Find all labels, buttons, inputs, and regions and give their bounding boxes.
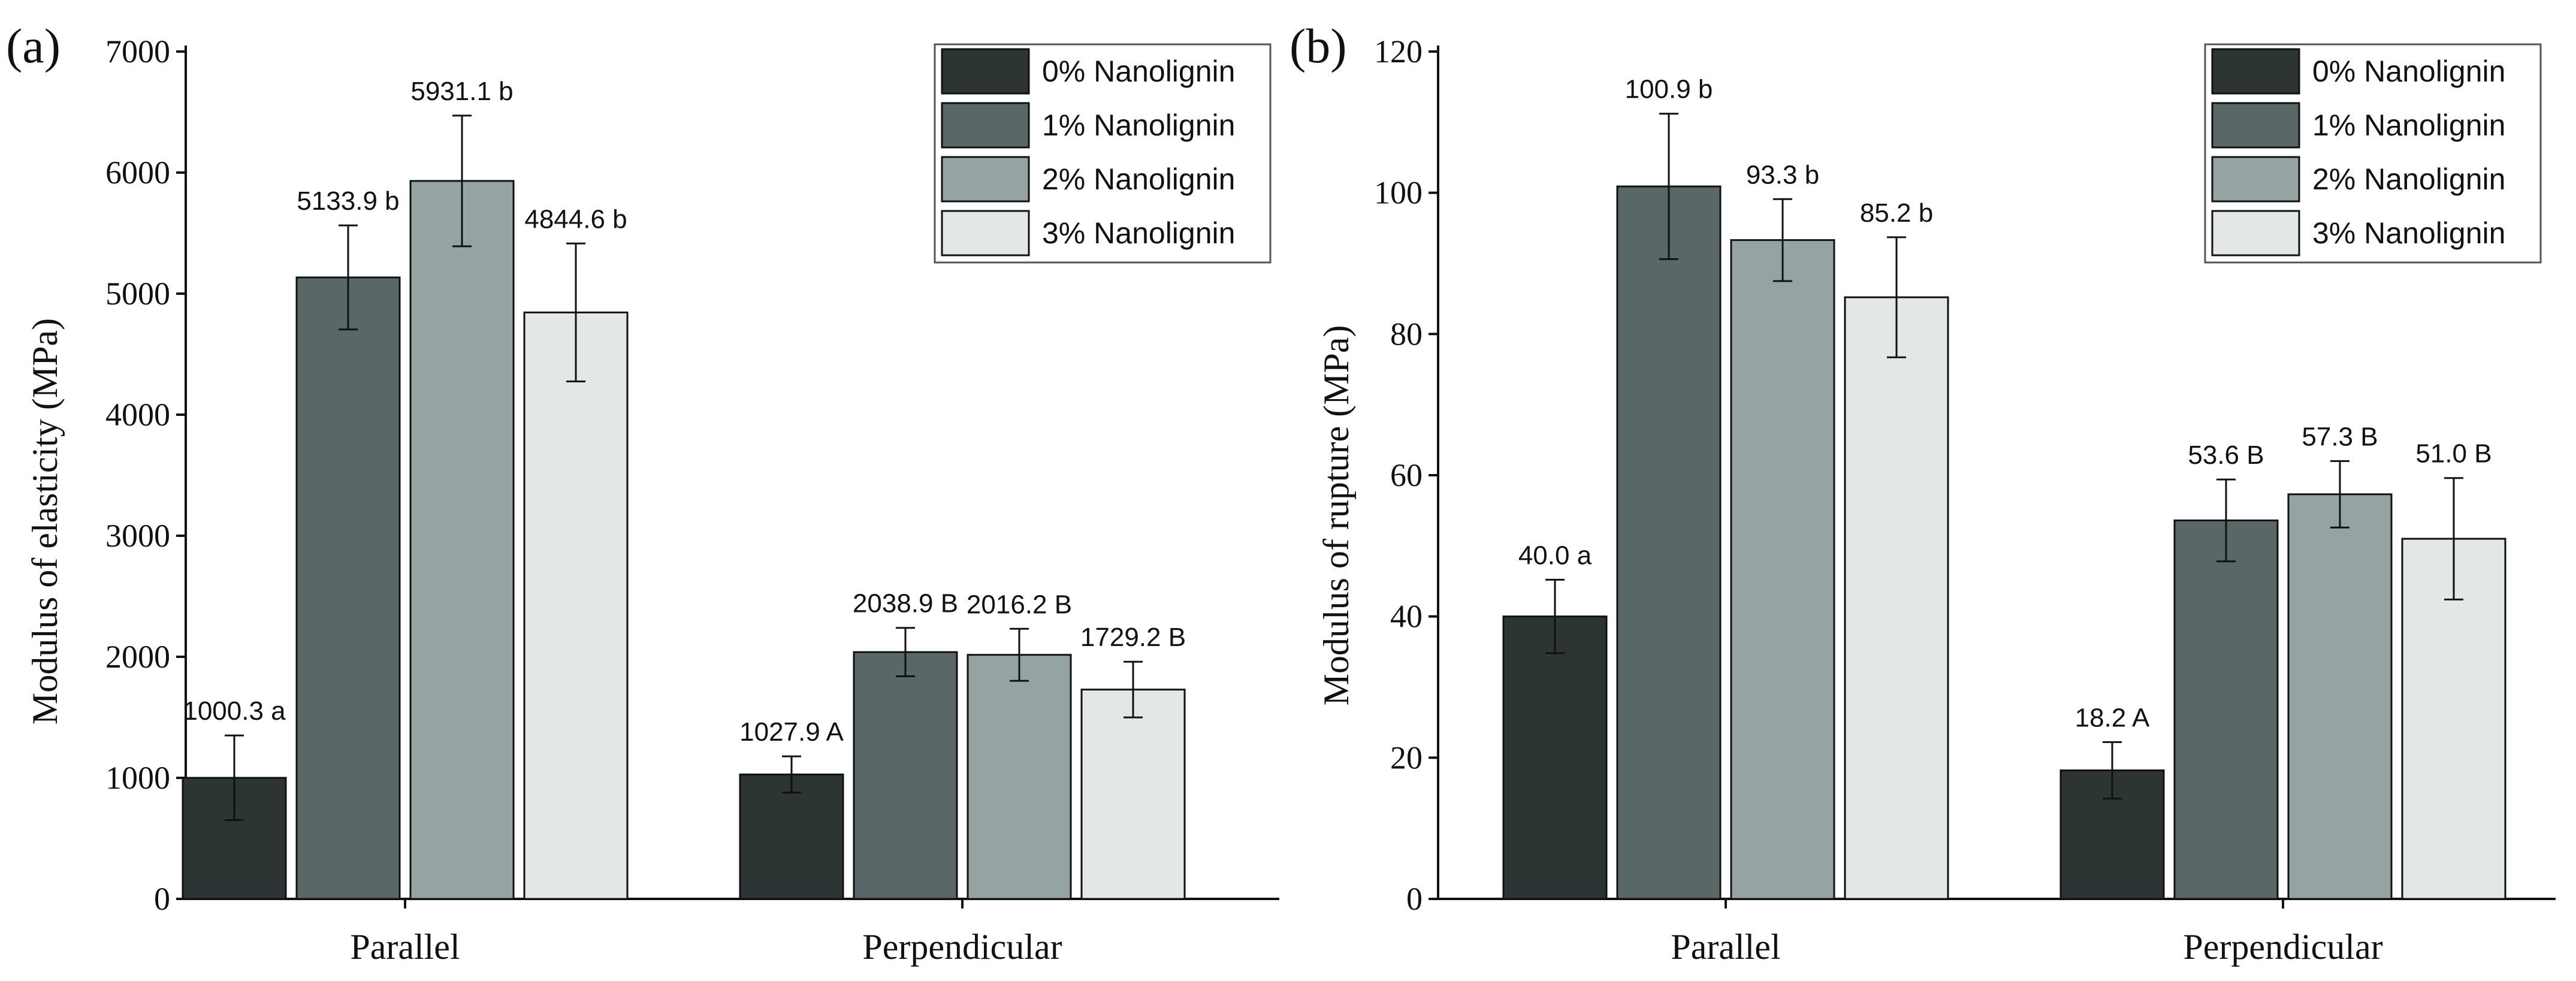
panel-a-bar-perpendicular-0pct-nanolignin bbox=[739, 773, 844, 900]
panel-b-bar-parallel-1pct-nanolignin bbox=[1616, 185, 1722, 900]
panel-b-y-tick-label: 40 bbox=[1390, 599, 1423, 635]
panel-b-y-tick-label: 20 bbox=[1390, 739, 1423, 775]
panel-b-data-label: 51.0 B bbox=[2415, 439, 2492, 469]
panel-a-label: (a) bbox=[6, 19, 61, 73]
panel-a-legend-swatch-1pct-nanolignin bbox=[941, 102, 1030, 149]
panel-a-bar-parallel-2pct-nanolignin bbox=[409, 180, 515, 900]
panel-b-y-tick-label: 100 bbox=[1374, 175, 1423, 211]
panel-a-y-tick-label: 3000 bbox=[105, 518, 170, 554]
panel-b-data-label: 18.2 A bbox=[2075, 703, 2150, 732]
panel-b-y-tick-label: 60 bbox=[1390, 457, 1423, 493]
panel-b-legend-swatch-3pct-nanolignin bbox=[2211, 210, 2300, 256]
panel-b-bar-parallel-0pct-nanolignin bbox=[1502, 615, 1608, 900]
panel-a-data-label: 5931.1 b bbox=[410, 77, 513, 106]
panel-b-legend-swatch-0pct-nanolignin bbox=[2211, 48, 2300, 95]
panel-a-data-label: 1027.9 A bbox=[739, 717, 844, 747]
panel-a-category-label-perpendicular: Perpendicular bbox=[862, 927, 1062, 967]
panel-b-bar-parallel-2pct-nanolignin bbox=[1730, 239, 1835, 900]
panel-a-category-label-parallel: Parallel bbox=[350, 927, 460, 967]
panel-a-legend-label-1pct-nanolignin: 1% Nanolignin bbox=[1042, 108, 1235, 142]
panel-b-data-label: 57.3 B bbox=[2302, 422, 2378, 451]
panel-a-bar-parallel-1pct-nanolignin bbox=[295, 276, 401, 900]
panel-a-y-tick-label: 2000 bbox=[105, 639, 170, 675]
panel-a-legend-swatch-0pct-nanolignin bbox=[941, 48, 1030, 95]
panel-a-legend-swatch-3pct-nanolignin bbox=[941, 210, 1030, 256]
panel-a-legend-swatch-2pct-nanolignin bbox=[941, 156, 1030, 203]
panel-a-data-label: 4844.6 b bbox=[524, 204, 627, 234]
panel-a-bar-perpendicular-1pct-nanolignin bbox=[853, 651, 958, 900]
panel-a-y-tick-label: 0 bbox=[154, 881, 170, 917]
panel-a-modulus-of-elasticity: (a) Modulus of elasticity (MPa) Parallel… bbox=[6, 19, 1279, 967]
panel-b-data-label: 53.6 B bbox=[2188, 440, 2264, 470]
panel-b-bar-perpendicular-1pct-nanolignin bbox=[2173, 519, 2279, 900]
panel-b-data-label: 93.3 b bbox=[1746, 160, 1819, 189]
panel-b-legend: 0% Nanolignin 1% Nanolignin 2% Nanolignin 3… bbox=[2204, 43, 2542, 264]
panel-b-modulus-of-rupture: (b) Modulus of rupture (MPa) Parallel Pe… bbox=[1289, 19, 2556, 967]
panel-a-bar-perpendicular-3pct-nanolignin bbox=[1080, 689, 1186, 900]
panel-a-data-label: 2016.2 B bbox=[967, 590, 1072, 619]
panel-b-legend-swatch-2pct-nanolignin bbox=[2211, 156, 2300, 203]
panel-b-legend-label-3pct-nanolignin: 3% Nanolignin bbox=[2312, 216, 2505, 250]
panel-a-data-label: 5133.9 b bbox=[297, 186, 399, 216]
panel-a-legend-label-0pct-nanolignin: 0% Nanolignin bbox=[1042, 55, 1235, 88]
panel-b-category-label-parallel: Parallel bbox=[1671, 927, 1780, 967]
panel-a-y-axis-title: Modulus of elasticity (MPa) bbox=[25, 318, 65, 725]
panel-b-bar-parallel-3pct-nanolignin bbox=[1844, 296, 1949, 900]
panel-b-y-tick-label: 80 bbox=[1390, 316, 1423, 352]
panel-b-y-axis-title: Modulus of rupture (MPa) bbox=[1316, 325, 1356, 706]
panel-b-legend-label-1pct-nanolignin: 1% Nanolignin bbox=[2312, 108, 2505, 142]
panel-a-data-label: 2038.9 B bbox=[853, 589, 958, 618]
panel-a-bar-perpendicular-2pct-nanolignin bbox=[967, 654, 1072, 900]
panel-b-legend-swatch-1pct-nanolignin bbox=[2211, 102, 2300, 149]
panel-b-data-label: 85.2 b bbox=[1860, 198, 1933, 228]
panel-b-y-tick-label: 0 bbox=[1406, 881, 1423, 917]
panel-b-legend-label-0pct-nanolignin: 0% Nanolignin bbox=[2312, 55, 2505, 88]
panel-a-data-label: 1729.2 B bbox=[1080, 623, 1186, 652]
panel-b-data-label: 100.9 b bbox=[1625, 75, 1713, 104]
panel-a-y-tick-label: 4000 bbox=[105, 397, 170, 433]
panel-a-data-label: 1000.3 a bbox=[183, 696, 286, 726]
panel-a-legend-label-3pct-nanolignin: 3% Nanolignin bbox=[1042, 216, 1235, 250]
panel-a-legend: 0% Nanolignin 1% Nanolignin 2% Nanolignin 3… bbox=[934, 43, 1272, 264]
panel-a-y-tick-label: 7000 bbox=[105, 34, 170, 70]
panel-b-category-label-perpendicular: Perpendicular bbox=[2183, 927, 2382, 967]
panel-b-legend-label-2pct-nanolignin: 2% Nanolignin bbox=[2312, 162, 2505, 196]
panel-a-y-tick-label: 1000 bbox=[105, 760, 170, 796]
panel-b-data-label: 40.0 a bbox=[1518, 541, 1592, 570]
panel-b-bar-perpendicular-2pct-nanolignin bbox=[2287, 493, 2393, 900]
panel-a-y-tick-label: 6000 bbox=[105, 155, 170, 191]
panel-a-legend-label-2pct-nanolignin: 2% Nanolignin bbox=[1042, 162, 1235, 196]
panel-a-bar-parallel-3pct-nanolignin bbox=[523, 311, 629, 900]
panel-a-y-tick-label: 5000 bbox=[105, 276, 170, 312]
panel-b-label: (b) bbox=[1289, 19, 1347, 73]
panel-b-y-tick-label: 120 bbox=[1374, 34, 1423, 70]
